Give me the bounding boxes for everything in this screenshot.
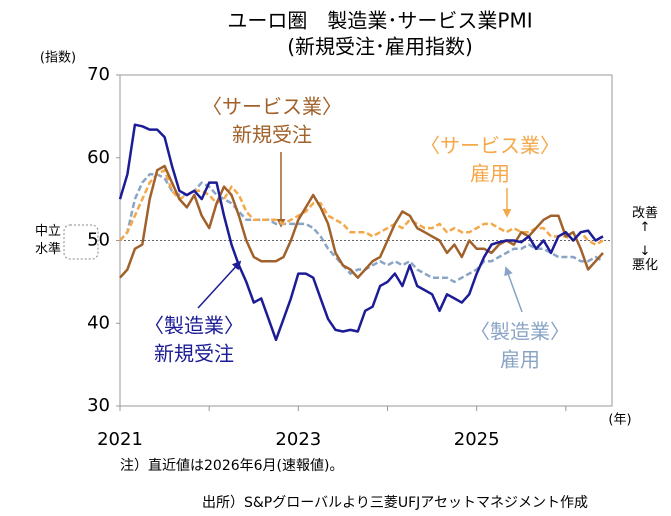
reference-side-label: 悪化 bbox=[632, 258, 658, 273]
reference-label: 中立 bbox=[35, 224, 61, 239]
reference-side-label: ↑ bbox=[640, 220, 651, 235]
x-tick-label: 2023 bbox=[275, 429, 321, 450]
y-tick-label: 50 bbox=[87, 230, 110, 251]
x-tick-label: 2021 bbox=[97, 429, 143, 450]
y-tick-label: 30 bbox=[87, 395, 110, 416]
series-label: 〈製造業〉 bbox=[470, 320, 570, 344]
y-tick-label: 70 bbox=[87, 64, 110, 85]
series-label: 雇用 bbox=[470, 162, 510, 186]
series-line bbox=[118, 123, 604, 342]
neutral-box bbox=[63, 224, 99, 260]
reference-side-label: 改善 bbox=[632, 205, 658, 221]
series-label: 新規受注 bbox=[154, 342, 234, 366]
reference-side-label: ↓ bbox=[640, 244, 651, 259]
y-tick-label: 40 bbox=[87, 312, 110, 333]
reference-label: 水準 bbox=[35, 241, 61, 257]
x-axis-label: (年) bbox=[608, 413, 631, 428]
series-label: 〈製造業〉 bbox=[144, 314, 244, 338]
series-line bbox=[119, 173, 604, 284]
series-label: 雇用 bbox=[500, 348, 540, 372]
chart-title: (新規受注･雇用指数) bbox=[287, 35, 473, 59]
series-label: 〈サービス業〉 bbox=[202, 95, 342, 119]
series-line bbox=[119, 164, 604, 279]
note: 注）直近値は2026年6月(速報値)。 bbox=[120, 457, 343, 474]
series-label: 〈サービス業〉 bbox=[420, 134, 560, 158]
y-tick-label: 60 bbox=[87, 147, 110, 168]
source: 出所）S&Pグローバルより三菱UFJアセットマネジメント作成 bbox=[202, 495, 588, 511]
series-line bbox=[119, 168, 604, 246]
y-axis-label: (指数) bbox=[40, 51, 76, 66]
chart-title: ユーロ圏 製造業･サービス業PMI bbox=[227, 9, 532, 33]
series-label: 新規受注 bbox=[232, 123, 312, 147]
x-tick-label: 2025 bbox=[454, 429, 500, 450]
arrow bbox=[197, 260, 242, 309]
arrow bbox=[504, 266, 523, 313]
